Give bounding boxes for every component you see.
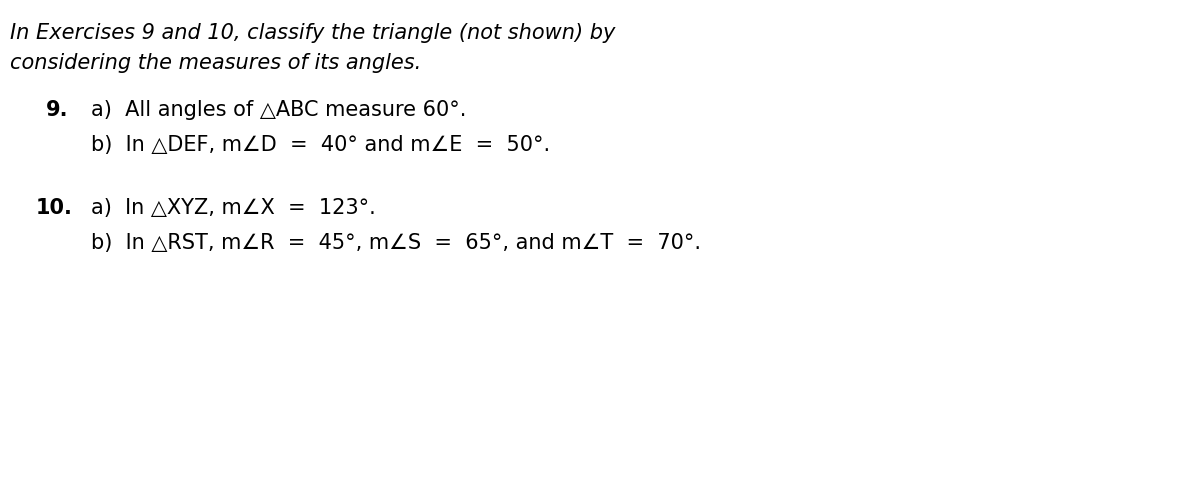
Text: 10.: 10. (36, 198, 73, 218)
Text: b)  In △DEF, m∠D  =  40° and m∠E  =  50°.: b) In △DEF, m∠D = 40° and m∠E = 50°. (91, 135, 551, 155)
Text: a)  All angles of △ABC measure 60°.: a) All angles of △ABC measure 60°. (91, 100, 467, 120)
Text: In Exercises 9 and 10, classify the triangle (not shown) by: In Exercises 9 and 10, classify the tria… (10, 23, 614, 43)
Text: a)  In △XYZ, m∠X  =  123°.: a) In △XYZ, m∠X = 123°. (91, 198, 376, 218)
Text: 9.: 9. (46, 100, 68, 120)
Text: considering the measures of its angles.: considering the measures of its angles. (10, 53, 421, 73)
Text: b)  In △RST, m∠R  =  45°, m∠S  =  65°, and m∠T  =  70°.: b) In △RST, m∠R = 45°, m∠S = 65°, and m∠… (91, 233, 701, 253)
